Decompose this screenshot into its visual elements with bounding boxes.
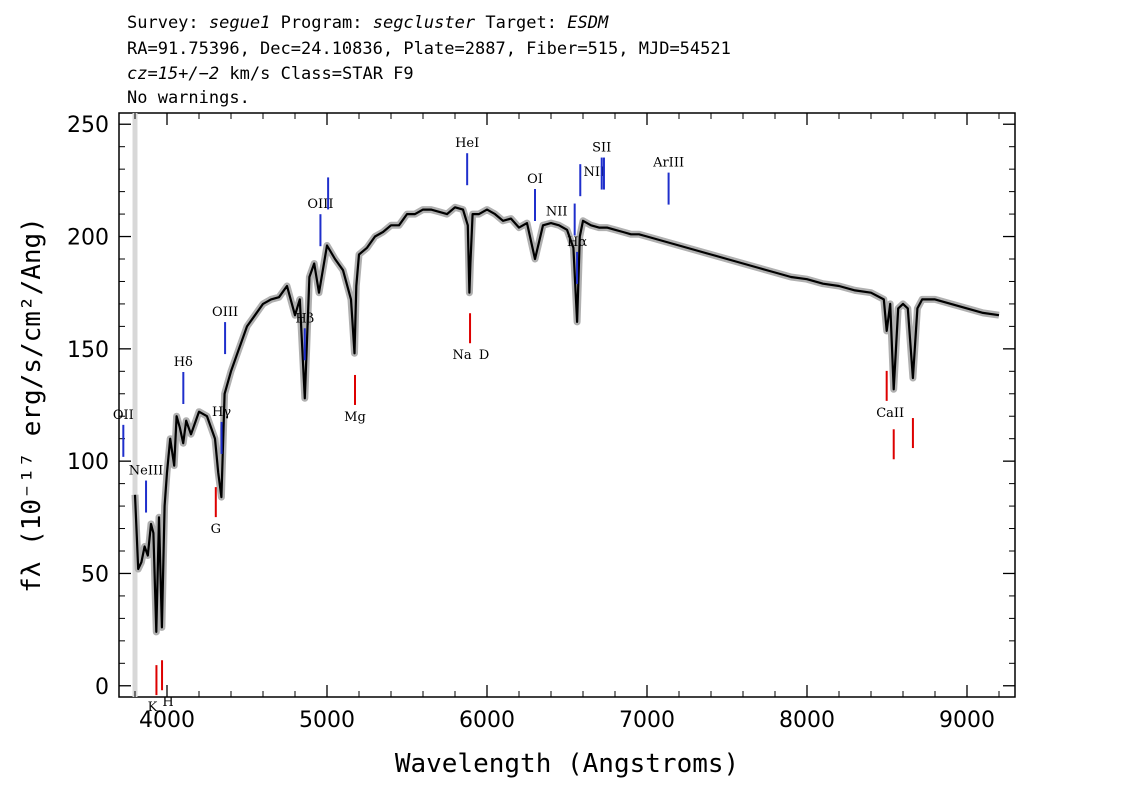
header-line-1: Survey: segue1 Program: segcluster Targe…: [127, 13, 609, 33]
absorption-line-label: G: [211, 522, 221, 537]
spectrum-line: [133, 206, 1000, 634]
target-value: ESDM: [567, 13, 609, 33]
y-tick-label: 0: [95, 675, 109, 700]
y-tick-label: 150: [67, 338, 109, 363]
class-text: Class=STAR F9: [281, 64, 414, 84]
emission-line-label: ArIII: [652, 156, 684, 171]
y-tick-label: 250: [67, 113, 109, 138]
emission-line-label: Hγ: [212, 405, 231, 420]
absorption-line-label: CaII: [876, 406, 904, 421]
x-tick-label: 7000: [619, 708, 675, 733]
plot-layer: 4000 5000 6000 7000 8000 9000 0 50 100 150 200 250 O…: [67, 112, 1016, 733]
emission-line-label: OII: [113, 408, 134, 423]
absorption-line-label: Na: [452, 348, 471, 363]
emission-line-label: NeIII: [129, 464, 163, 479]
emission-line-label: HeI: [455, 136, 479, 151]
redshift-unit: km/s: [229, 64, 270, 84]
emission-line-label: NII: [546, 205, 568, 220]
emission-line-label: Hβ: [295, 311, 314, 326]
emission-line-label: NII: [583, 165, 605, 180]
x-tick-label: 5000: [299, 708, 355, 733]
x-tick-label: 4000: [139, 708, 195, 733]
target-key: Target:: [485, 13, 557, 33]
survey-key: Survey:: [127, 13, 199, 33]
absorption-line-label: H: [162, 695, 173, 710]
emission-line-label: Hα: [567, 235, 587, 250]
x-axis-label: Wavelength (Angstroms): [395, 749, 739, 779]
absorption-line-label: Mg: [344, 410, 366, 425]
x-tick-label: 6000: [459, 708, 515, 733]
y-axis-label: fλ (10⁻¹⁷ erg/s/cm²/Ang): [17, 217, 47, 593]
survey-value: segue1: [209, 13, 270, 33]
spectrum-error-band: [131, 203, 1000, 636]
header-line-2: RA=91.75396, Dec=24.10836, Plate=2887, F…: [127, 39, 731, 59]
emission-line-label: Hδ: [174, 355, 193, 370]
program-value: segcluster: [373, 13, 476, 33]
redshift-value: cz=15+/−2: [127, 64, 219, 84]
warnings-text: No warnings.: [127, 88, 250, 108]
plot-frame: [118, 112, 1016, 698]
header-line-3: cz=15+/−2 km/s Class=STAR F9: [127, 64, 414, 84]
y-tick-label: 50: [81, 562, 109, 587]
absorption-line-label: D: [479, 348, 489, 363]
emission-line-label: OIII: [212, 305, 238, 320]
emission-line-label: SII: [592, 141, 611, 156]
emission-line-label: OI: [527, 172, 543, 187]
absorption-line-label: K: [148, 700, 158, 715]
x-tick-label: 8000: [779, 708, 835, 733]
y-tick-label: 200: [67, 226, 109, 251]
emission-line-label: OIII: [307, 197, 333, 212]
x-tick-label: 9000: [939, 708, 995, 733]
y-tick-label: 100: [67, 450, 109, 475]
program-key: Program:: [281, 13, 363, 33]
